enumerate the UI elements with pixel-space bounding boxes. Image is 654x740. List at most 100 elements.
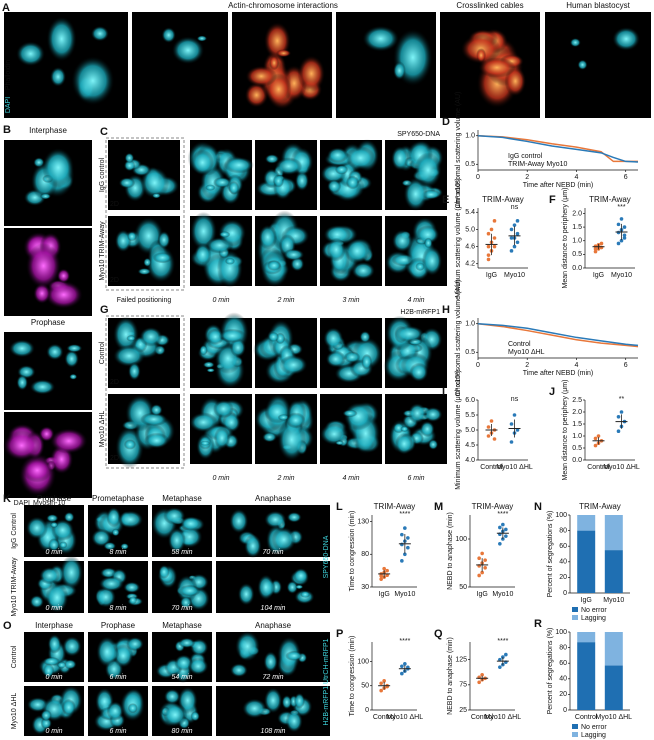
y-tick-label: 5.0 xyxy=(465,226,475,233)
data-point xyxy=(486,253,491,257)
micrograph-blob xyxy=(415,262,425,272)
micrograph-blob xyxy=(342,409,358,418)
y-tick-label: 100 xyxy=(455,536,467,543)
y-tick-label: 130 xyxy=(357,518,369,525)
data-point xyxy=(509,440,514,444)
series-line xyxy=(477,134,638,163)
micrograph-blob xyxy=(190,710,200,722)
data-point xyxy=(599,241,604,246)
row-label: H2B-mRFP1 UtrCH-mRFP1 xyxy=(323,638,330,725)
data-point xyxy=(382,679,386,683)
legend-swatch xyxy=(572,732,578,737)
subtitle: TRIM-Away xyxy=(579,502,621,511)
y-tick-label: 1.5 xyxy=(572,421,582,428)
significance: **** xyxy=(497,638,508,645)
micrograph-blob xyxy=(161,27,176,44)
micrograph-blob xyxy=(344,238,370,264)
y-tick-label: 1.0 xyxy=(465,321,475,328)
legend-label: Lagging xyxy=(581,615,606,622)
panel-label: P xyxy=(336,628,343,640)
time-label: 72 min xyxy=(262,674,283,681)
y-tick-label: 4.5 xyxy=(465,442,475,449)
x-label: Time after NEBD (min) xyxy=(523,370,594,377)
row-label: Chromosomal scattering volume (AU) xyxy=(455,280,462,397)
micrograph-blob xyxy=(269,55,280,71)
header: Actin-chromosome interactions xyxy=(228,1,338,10)
category-label: Myo10 ΔHL xyxy=(496,464,533,471)
data-point xyxy=(498,657,502,662)
dim-label: 2D xyxy=(110,379,119,386)
micrograph-blob xyxy=(139,326,163,347)
category-label: Control xyxy=(480,464,503,471)
micrograph-blob xyxy=(199,344,208,356)
micrograph-blob xyxy=(428,439,439,450)
row-label: NEBD to anaphase (min) xyxy=(447,512,454,590)
micrograph-blob xyxy=(158,564,170,579)
micrograph-blob xyxy=(98,575,125,592)
micrograph-blob xyxy=(46,16,77,62)
micrograph-blob xyxy=(46,343,64,361)
data-point xyxy=(486,425,491,429)
legend-label: No error xyxy=(581,607,607,614)
significance: **** xyxy=(497,511,508,518)
dim-label: 2D xyxy=(110,277,119,284)
micrograph-blob xyxy=(39,193,52,200)
micrograph-blob xyxy=(120,542,130,550)
micrograph-blob xyxy=(423,406,443,423)
micrograph-blob xyxy=(2,430,41,461)
time-label: 0 min xyxy=(212,475,229,482)
y-tick-label: 0 xyxy=(563,707,567,714)
y-tick-label: 30 xyxy=(361,584,369,591)
data-point xyxy=(477,573,481,578)
data-point xyxy=(480,551,484,556)
category-label: Myo10 xyxy=(603,597,624,604)
category-label: Control xyxy=(471,714,494,721)
micrograph-blob xyxy=(29,379,56,395)
data-point xyxy=(622,236,627,240)
significance: **** xyxy=(399,511,410,518)
data-point xyxy=(622,225,627,229)
y-tick-label: 6.0 xyxy=(465,397,475,404)
phase-label: Prometaphase xyxy=(92,494,145,503)
time-label: 3 min xyxy=(342,297,359,304)
row-label: SPY650-DNA xyxy=(323,535,330,578)
panel-label: O xyxy=(3,620,12,632)
micrograph-blob xyxy=(178,637,196,649)
y-tick-label: 0.0 xyxy=(572,457,582,464)
legend-swatch xyxy=(572,615,578,620)
data-point xyxy=(515,231,520,236)
micrograph-blob xyxy=(264,154,280,164)
micrograph-blob xyxy=(285,709,303,733)
data-point xyxy=(406,665,410,670)
time-label: 80 min xyxy=(171,728,192,735)
micrograph-blob xyxy=(326,237,346,262)
micrograph-blob xyxy=(196,35,208,42)
phase-label: Prophase xyxy=(101,621,136,630)
data-point xyxy=(509,422,514,426)
micrograph-blob xyxy=(569,37,581,48)
micrograph-blob xyxy=(325,350,346,368)
legend: DAPI xyxy=(14,500,30,507)
phase-label: Prophase xyxy=(37,494,72,503)
micrograph-blob xyxy=(229,508,249,534)
time-label: 0 min xyxy=(45,674,62,681)
micrograph-blob xyxy=(205,184,216,191)
panel-label: C xyxy=(100,126,108,138)
data-point xyxy=(486,434,491,438)
category-label: Myo10 ΔHL xyxy=(596,714,633,721)
time-label: 0 min xyxy=(45,549,62,556)
micrograph-blob xyxy=(66,344,83,353)
micrograph-blob xyxy=(407,402,427,424)
micrograph-blob xyxy=(180,516,202,532)
subtitle: TRIM-Away xyxy=(374,502,416,511)
micrograph-blob xyxy=(230,338,247,358)
micrograph-blob xyxy=(157,230,171,249)
x-tick-label: 0 xyxy=(476,174,480,181)
micrograph-blob xyxy=(44,280,84,309)
phase-label: Anaphase xyxy=(255,494,292,503)
time-label: 2 min xyxy=(276,297,294,304)
micrograph-blob xyxy=(22,458,52,483)
y-tick-label: 0.5 xyxy=(465,161,475,168)
micrograph-blob xyxy=(127,702,138,714)
row-label: Control xyxy=(99,341,106,364)
